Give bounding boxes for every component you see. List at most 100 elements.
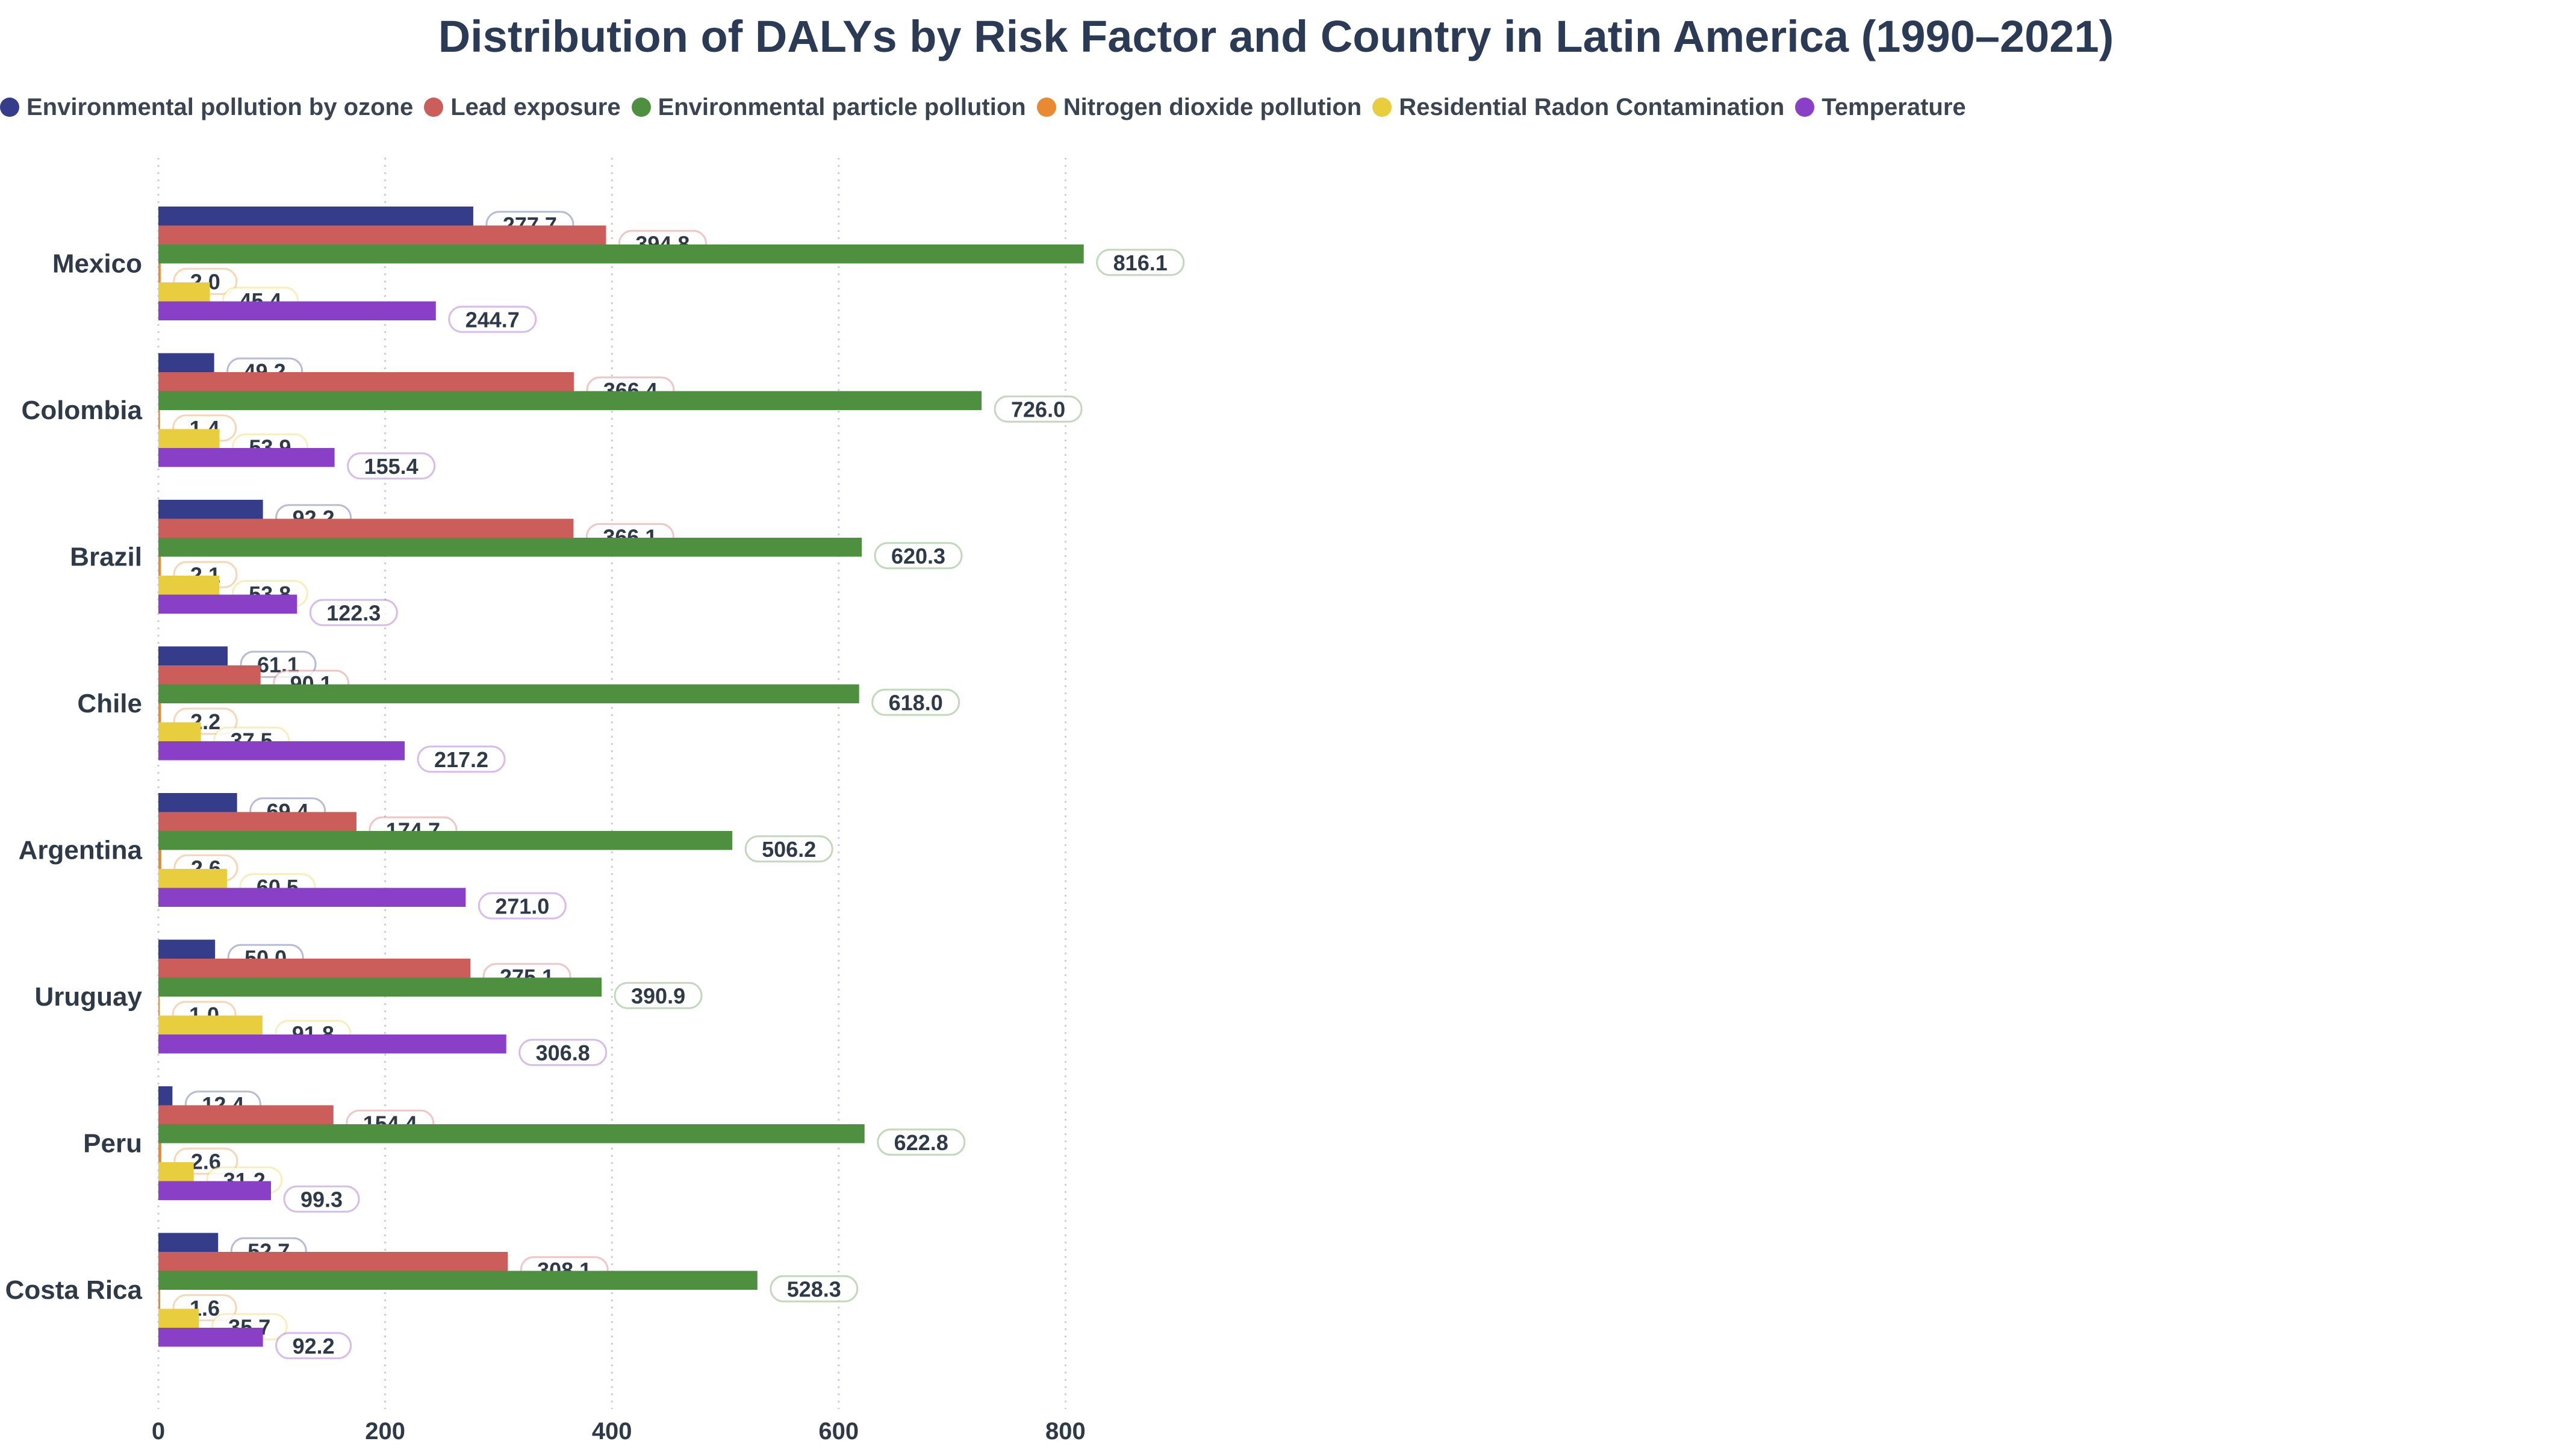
legend-item-temperature[interactable]: Temperature bbox=[1795, 94, 1966, 121]
data-label-costa-rica-environmental-particle-pollution: 528.3 bbox=[787, 1277, 841, 1301]
bar-colombia-lead-exposure bbox=[158, 372, 574, 391]
bar-mexico-temperature bbox=[158, 301, 436, 320]
bar-mexico-nitrogen-dioxide-pollution bbox=[158, 263, 161, 282]
legend-item-ozone[interactable]: Environmental pollution by ozone bbox=[0, 94, 413, 121]
legend-swatch-particle bbox=[631, 98, 651, 117]
x-tick-label: 800 bbox=[1045, 1418, 1086, 1445]
legend: Environmental pollution by ozone Lead ex… bbox=[0, 89, 1966, 125]
legend-swatch-radon bbox=[1372, 98, 1392, 117]
data-label-brazil-environmental-particle-pollution: 620.3 bbox=[891, 544, 945, 568]
bar-brazil-residential-radon-contamination bbox=[158, 576, 220, 595]
data-label-bg bbox=[614, 982, 703, 1009]
data-label-uruguay-temperature: 306.8 bbox=[536, 1041, 590, 1065]
bar-peru-environmental-particle-pollution bbox=[158, 1124, 865, 1143]
bar-brazil-nitrogen-dioxide-pollution bbox=[158, 556, 161, 576]
bar-uruguay-temperature bbox=[158, 1034, 506, 1054]
category-label-chile: Chile bbox=[77, 689, 142, 718]
x-tick-label: 400 bbox=[592, 1418, 632, 1445]
data-label-bg bbox=[417, 745, 506, 773]
data-label-bg bbox=[874, 542, 963, 570]
data-label-brazil-temperature: 122.3 bbox=[326, 600, 381, 625]
x-tick-label: 0 bbox=[152, 1418, 165, 1445]
bar-colombia-environmental-particle-pollution bbox=[158, 391, 982, 410]
bar-argentina-nitrogen-dioxide-pollution bbox=[158, 850, 161, 869]
data-label-bg bbox=[309, 599, 398, 626]
bar-peru-temperature bbox=[158, 1181, 271, 1200]
bar-mexico-environmental-pollution-by-ozone bbox=[158, 207, 473, 226]
bar-mexico-lead-exposure bbox=[158, 225, 606, 244]
data-label-peru-temperature: 99.3 bbox=[300, 1187, 343, 1212]
legend-swatch-temperature bbox=[1795, 98, 1815, 117]
bar-uruguay-environmental-particle-pollution bbox=[158, 977, 602, 997]
data-label-uruguay-environmental-particle-pollution: 390.9 bbox=[631, 983, 685, 1008]
bar-brazil-lead-exposure bbox=[158, 518, 574, 538]
data-label-bg bbox=[994, 395, 1083, 423]
category-label-peru: Peru bbox=[83, 1129, 142, 1159]
data-label-chile-environmental-particle-pollution: 618.0 bbox=[889, 690, 943, 715]
bar-uruguay-residential-radon-contamination bbox=[158, 1015, 263, 1034]
bar-costa-rica-environmental-particle-pollution bbox=[158, 1271, 758, 1290]
data-label-bg bbox=[871, 688, 960, 716]
category-label-argentina: Argentina bbox=[19, 836, 143, 865]
bar-uruguay-nitrogen-dioxide-pollution bbox=[158, 997, 160, 1016]
legend-label-radon: Residential Radon Contamination bbox=[1399, 93, 1785, 120]
bar-argentina-residential-radon-contamination bbox=[158, 869, 227, 888]
bar-brazil-environmental-pollution-by-ozone bbox=[158, 500, 263, 519]
legend-item-radon[interactable]: Residential Radon Contamination bbox=[1372, 94, 1784, 121]
category-label-colombia: Colombia bbox=[22, 396, 143, 425]
legend-swatch-lead bbox=[424, 98, 444, 117]
legend-item-lead[interactable]: Lead exposure bbox=[424, 93, 621, 121]
data-label-peru-environmental-particle-pollution: 622.8 bbox=[894, 1130, 948, 1155]
legend-label-ozone: Environmental pollution by ozone bbox=[26, 93, 414, 120]
bar-costa-rica-environmental-pollution-by-ozone bbox=[158, 1233, 219, 1252]
data-label-bg bbox=[877, 1128, 966, 1156]
bar-brazil-temperature bbox=[158, 594, 297, 614]
bar-mexico-environmental-particle-pollution bbox=[158, 244, 1084, 264]
bar-costa-rica-nitrogen-dioxide-pollution bbox=[158, 1290, 161, 1309]
data-label-bg bbox=[283, 1185, 360, 1213]
bar-chile-residential-radon-contamination bbox=[158, 722, 201, 741]
data-label-bg bbox=[1096, 249, 1185, 276]
bar-argentina-lead-exposure bbox=[158, 812, 356, 831]
data-label-bg bbox=[347, 452, 436, 480]
legend-label-no2: Nitrogen dioxide pollution bbox=[1063, 93, 1362, 120]
category-label-costa-rica: Costa Rica bbox=[5, 1275, 143, 1305]
legend-item-particle[interactable]: Environmental particle pollution bbox=[631, 93, 1026, 121]
data-label-bg bbox=[518, 1039, 608, 1066]
legend-swatch-no2 bbox=[1036, 98, 1056, 117]
bar-costa-rica-residential-radon-contamination bbox=[158, 1308, 199, 1328]
data-label-colombia-temperature: 155.4 bbox=[364, 454, 419, 479]
category-label-uruguay: Uruguay bbox=[35, 982, 143, 1012]
data-label-costa-rica-temperature: 92.2 bbox=[293, 1334, 335, 1358]
bar-chile-environmental-pollution-by-ozone bbox=[158, 646, 228, 665]
bar-mexico-residential-radon-contamination bbox=[158, 282, 210, 302]
data-label-mexico-temperature: 244.7 bbox=[465, 307, 520, 332]
legend-swatch-ozone bbox=[0, 98, 19, 117]
bar-colombia-nitrogen-dioxide-pollution bbox=[158, 410, 160, 429]
bar-peru-nitrogen-dioxide-pollution bbox=[158, 1143, 161, 1162]
bar-chile-temperature bbox=[158, 741, 405, 761]
bar-argentina-temperature bbox=[158, 888, 466, 907]
data-label-bg bbox=[478, 892, 567, 919]
bar-chile-lead-exposure bbox=[158, 665, 261, 685]
data-label-argentina-environmental-particle-pollution: 506.2 bbox=[762, 837, 816, 862]
bar-uruguay-lead-exposure bbox=[158, 959, 471, 978]
data-label-bg bbox=[770, 1275, 859, 1302]
bar-argentina-environmental-particle-pollution bbox=[158, 831, 733, 850]
bar-colombia-residential-radon-contamination bbox=[158, 429, 220, 448]
legend-label-lead: Lead exposure bbox=[450, 93, 621, 120]
data-label-chile-temperature: 217.2 bbox=[434, 747, 488, 772]
x-tick-label: 200 bbox=[365, 1418, 405, 1445]
legend-label-particle: Environmental particle pollution bbox=[658, 93, 1026, 120]
bar-uruguay-environmental-pollution-by-ozone bbox=[158, 939, 216, 959]
bar-colombia-environmental-pollution-by-ozone bbox=[158, 353, 214, 372]
legend-item-no2[interactable]: Nitrogen dioxide pollution bbox=[1036, 93, 1362, 121]
bar-argentina-environmental-pollution-by-ozone bbox=[158, 793, 237, 812]
